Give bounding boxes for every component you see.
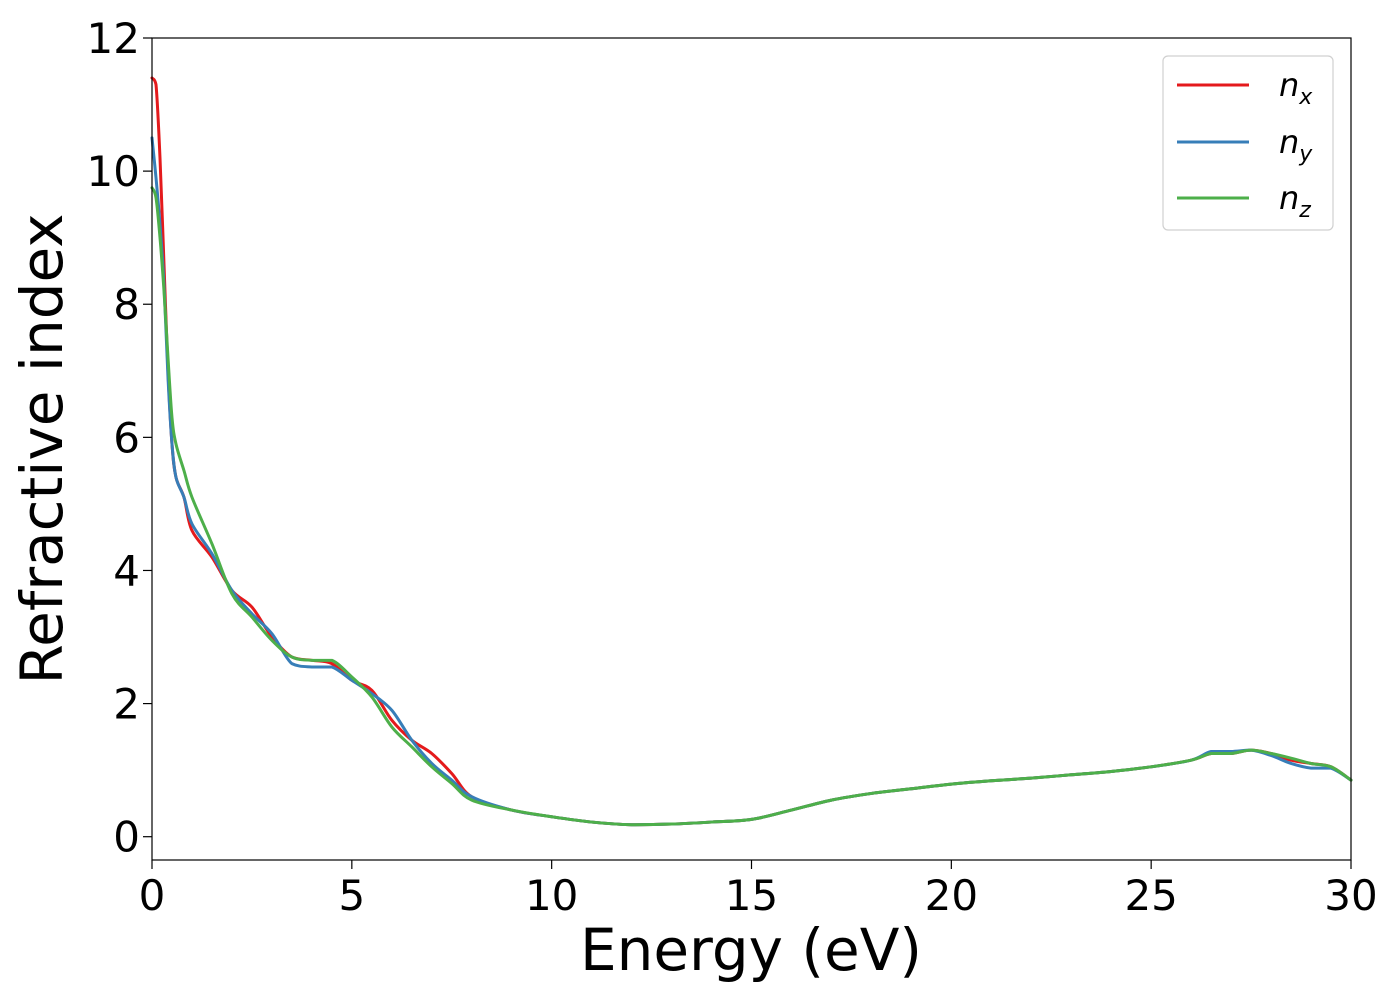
x-tick-label: 5 bbox=[338, 871, 365, 920]
x-tick-label: 25 bbox=[1124, 871, 1177, 920]
legend-label-nx: nx bbox=[1279, 66, 1313, 110]
x-tick-label: 10 bbox=[525, 871, 578, 920]
y-axis-label: Refractive index bbox=[8, 213, 76, 684]
legend-label-ny: ny bbox=[1279, 123, 1313, 167]
x-tick-label: 20 bbox=[925, 871, 978, 920]
x-tick-label: 0 bbox=[139, 871, 166, 920]
y-axis-ticks: 0 2 4 6 8 10 12 bbox=[87, 14, 152, 862]
x-axis-label: Energy (eV) bbox=[580, 916, 922, 984]
series-line-nz bbox=[150, 186, 1353, 827]
legend-label-nz: nz bbox=[1279, 179, 1311, 223]
y-tick-label: 10 bbox=[87, 147, 140, 196]
legend: nx ny nz bbox=[1162, 55, 1334, 231]
y-tick-label: 8 bbox=[113, 280, 140, 329]
y-tick-label: 2 bbox=[113, 680, 140, 729]
y-tick-label: 4 bbox=[113, 546, 140, 595]
plot-lines bbox=[150, 76, 1353, 827]
y-tick-label: 12 bbox=[87, 14, 140, 63]
x-tick-label: 30 bbox=[1324, 871, 1377, 920]
x-axis-ticks: 0 5 10 15 20 25 30 bbox=[139, 860, 1378, 920]
y-tick-label: 6 bbox=[113, 413, 140, 462]
y-tick-label: 0 bbox=[113, 813, 140, 862]
x-tick-label: 15 bbox=[725, 871, 778, 920]
